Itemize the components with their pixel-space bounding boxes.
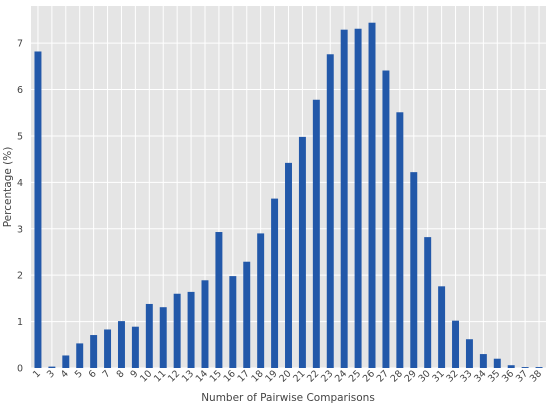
bar-20 (285, 162, 292, 368)
x-tick-label: 1 (31, 368, 43, 380)
bar-18 (257, 233, 265, 368)
x-tick-label: 7 (101, 368, 113, 380)
bar-15 (215, 232, 223, 368)
bar-29 (410, 172, 418, 368)
bar-35 (493, 358, 501, 368)
bar-26 (368, 22, 376, 368)
bar-17 (243, 261, 251, 368)
x-tick-label: 38 (528, 368, 544, 384)
bar-23 (326, 54, 334, 369)
bar-10 (145, 303, 153, 368)
y-tick-label: 1 (17, 317, 23, 328)
bar-14 (201, 280, 209, 368)
y-tick-label: 7 (17, 39, 23, 50)
bar-21 (298, 136, 306, 368)
bar-36 (507, 365, 515, 368)
x-axis-label: Number of Pairwise Comparisons (201, 392, 375, 404)
bars (34, 22, 543, 369)
bar-5 (76, 343, 84, 368)
y-axis-label: Percentage (%) (2, 147, 14, 228)
y-tick-label: 3 (17, 224, 23, 235)
bar-12 (173, 293, 181, 368)
bar-31 (438, 286, 446, 368)
bar-4 (62, 355, 70, 368)
bar-3 (48, 366, 56, 368)
x-tick-label: 6 (87, 368, 99, 380)
bar-28 (396, 112, 404, 369)
y-tick-label: 6 (17, 85, 23, 96)
bar-27 (382, 70, 390, 368)
bar-8 (117, 321, 125, 368)
x-tick-label: 8 (115, 368, 127, 380)
bar-9 (131, 326, 139, 368)
x-tick-label: 3 (45, 368, 57, 380)
bar-16 (229, 276, 237, 368)
y-axis-ticks: 0 1 2 3 4 5 6 7 (17, 39, 23, 375)
bar-6 (90, 335, 98, 368)
bar-37 (521, 367, 529, 368)
bar-30 (424, 237, 432, 368)
bar-33 (465, 339, 473, 368)
y-tick-label: 2 (17, 271, 23, 282)
y-tick-label: 5 (17, 131, 23, 142)
bar-1 (34, 51, 42, 368)
bar-7 (104, 329, 112, 368)
bar-25 (354, 28, 362, 368)
bar-11 (159, 307, 167, 368)
bar-24 (340, 29, 348, 369)
x-tick-label: 5 (73, 368, 85, 380)
y-tick-label: 0 (17, 364, 23, 375)
x-tick-label: 4 (59, 368, 71, 380)
bar-13 (187, 291, 195, 368)
y-tick-label: 4 (17, 178, 23, 189)
bar-32 (452, 320, 460, 368)
bar-22 (312, 99, 320, 368)
bar-34 (479, 354, 487, 368)
bar-38 (535, 367, 543, 368)
x-axis-ticks: 1 3 4 5 6 7 8 910111213141516171819202122232425… (31, 368, 544, 384)
bar-19 (271, 198, 279, 368)
